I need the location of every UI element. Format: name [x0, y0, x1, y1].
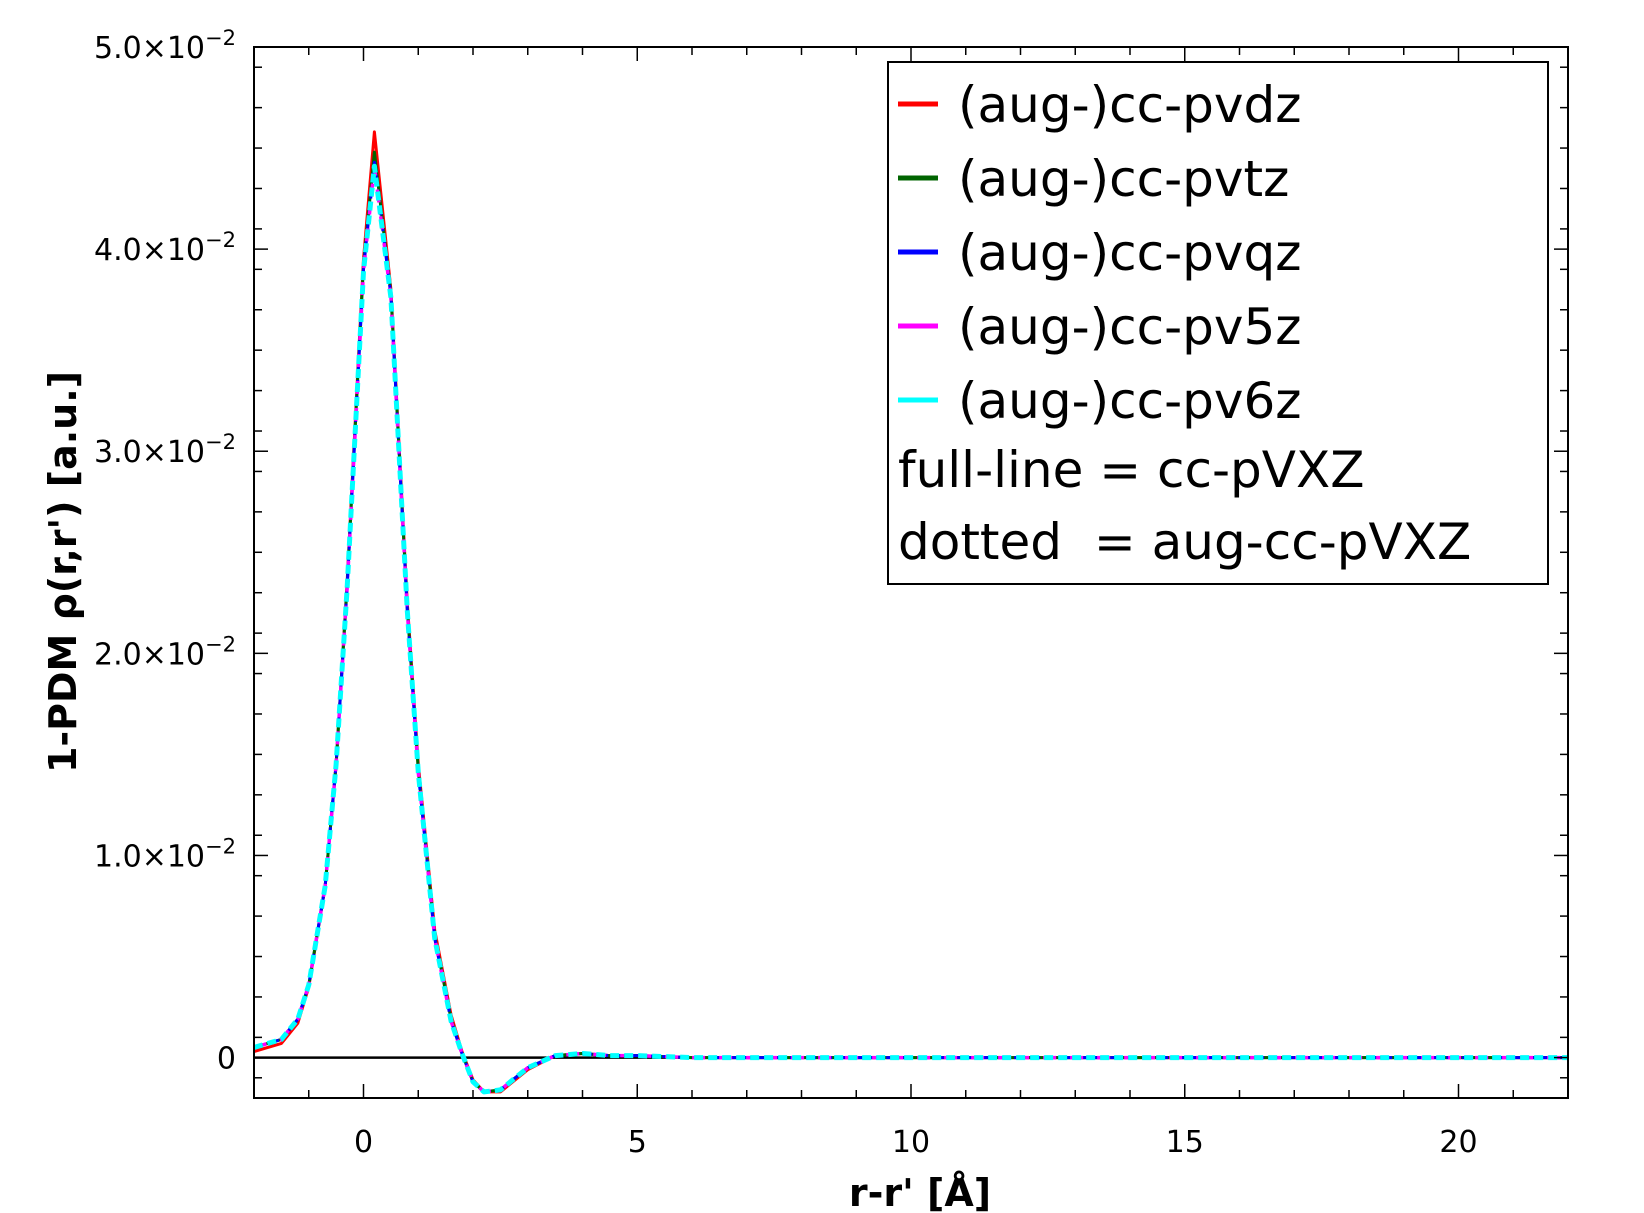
x-axis: 0 5 10 15 20 — [308, 47, 1514, 1160]
x-tick-label: 5 — [628, 1125, 647, 1160]
legend-label-3: (aug-)cc-pvqz — [958, 224, 1301, 282]
legend-label-2: (aug-)cc-pvtz — [958, 150, 1289, 208]
legend-label-5: (aug-)cc-pv6z — [958, 372, 1302, 430]
y-tick-exponent: −2 — [205, 430, 236, 454]
series-group — [254, 130, 1568, 1095]
legend-label-1: (aug-)cc-pvdz — [958, 76, 1301, 134]
legend-note-2: dotted = aug-cc-pVXZ — [898, 513, 1471, 571]
series-line-5 — [254, 163, 1568, 1095]
x-tick-label: 15 — [1166, 1125, 1204, 1160]
legend-note-1: full-line = cc-pVXZ — [898, 441, 1365, 499]
y-tick-exponent: −2 — [205, 26, 236, 50]
y-tick-exponent: −2 — [205, 228, 236, 252]
y-tick-label: 1.0×10−2 — [94, 834, 236, 874]
y-tick-label: 0 — [217, 1042, 236, 1077]
y-tick-exponent: −2 — [205, 834, 236, 858]
x-tick-label: 0 — [354, 1125, 373, 1160]
x-axis-title: r-r' [Å] — [849, 1171, 991, 1213]
y-tick-exponent: −2 — [205, 632, 236, 656]
legend-label-4: (aug-)cc-pv5z — [958, 298, 1302, 356]
legend-box — [887, 61, 1549, 585]
y-axis-title: 1-PDM ρ(r,r') [a.u.] — [41, 371, 85, 773]
x-tick-label: 10 — [892, 1125, 930, 1160]
x-tick-label: 20 — [1439, 1125, 1477, 1160]
legend: (aug-)cc-pvdz (aug-)cc-pvtz (aug-)cc-pvqz (… — [887, 61, 1549, 585]
